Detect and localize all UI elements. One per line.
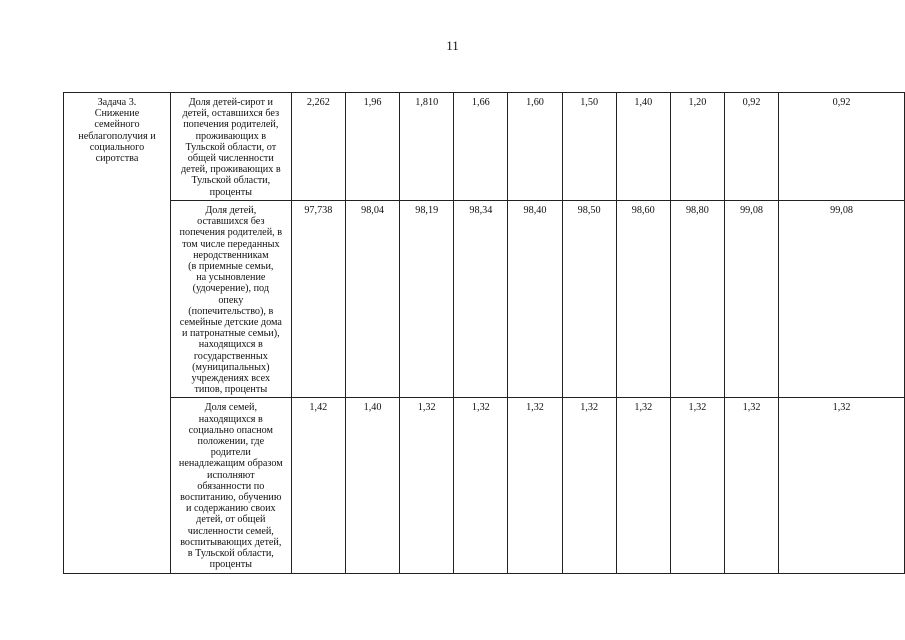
value-cell: 1,32 bbox=[399, 397, 455, 574]
value-cell: 98,50 bbox=[561, 199, 617, 399]
value-cell: 1,32 bbox=[723, 397, 780, 574]
value-cell: 1,50 bbox=[561, 92, 617, 201]
table-row: Задача 3. Снижение семейного неблагополу… bbox=[63, 92, 905, 574]
value-cell: 1,32 bbox=[669, 397, 725, 574]
value-cell: 1,32 bbox=[615, 397, 671, 574]
value-cell: 98,19 bbox=[399, 199, 455, 399]
value-cell: 1,32 bbox=[507, 397, 563, 574]
value-cell: 97,738 bbox=[290, 199, 346, 399]
value-cell: 1,32 bbox=[778, 397, 905, 574]
value-cell: 1,40 bbox=[344, 397, 401, 574]
value-cell: 1,32 bbox=[453, 397, 509, 574]
value-cell: 2,262 bbox=[290, 92, 346, 201]
value-cell: 98,80 bbox=[669, 199, 725, 399]
table-row: Доля детей, оставшихся без попечения род… bbox=[64, 199, 905, 399]
value-cell: 0,92 bbox=[778, 92, 905, 201]
table-row: Доля семей, находящихся в социально опас… bbox=[64, 397, 905, 574]
value-cell: 1,66 bbox=[453, 92, 509, 201]
value-cell: 99,08 bbox=[778, 199, 905, 399]
value-cell: 1,60 bbox=[507, 92, 563, 201]
indicator-cell: Доля детей-сирот и детей, оставшихся без… bbox=[169, 92, 292, 201]
value-cell: 98,40 bbox=[507, 199, 563, 399]
value-cell: 1,96 bbox=[344, 92, 401, 201]
value-cell: 1,32 bbox=[561, 397, 617, 574]
value-cell: 1,42 bbox=[290, 397, 346, 574]
page-number: 11 bbox=[446, 38, 459, 53]
indicator-cell: Доля детей, оставшихся без попечения род… bbox=[169, 199, 292, 399]
value-cell: 98,04 bbox=[344, 199, 401, 399]
value-cell: 1,810 bbox=[399, 92, 455, 201]
value-cell: 1,40 bbox=[615, 92, 671, 201]
value-cell: 98,60 bbox=[615, 199, 671, 399]
value-cell: 1,20 bbox=[669, 92, 725, 201]
task-text: Задача 3. Снижение семейного неблагополу… bbox=[78, 97, 156, 165]
indicators-table: Задача 3. Снижение семейного неблагополу… bbox=[63, 92, 905, 574]
task-cell: Задача 3. Снижение семейного неблагополу… bbox=[63, 92, 171, 574]
value-cell: 99,08 bbox=[723, 199, 780, 399]
value-cell: 0,92 bbox=[723, 92, 780, 201]
value-cell: 98,34 bbox=[453, 199, 509, 399]
indicator-cell: Доля семей, находящихся в социально опас… bbox=[169, 397, 292, 574]
